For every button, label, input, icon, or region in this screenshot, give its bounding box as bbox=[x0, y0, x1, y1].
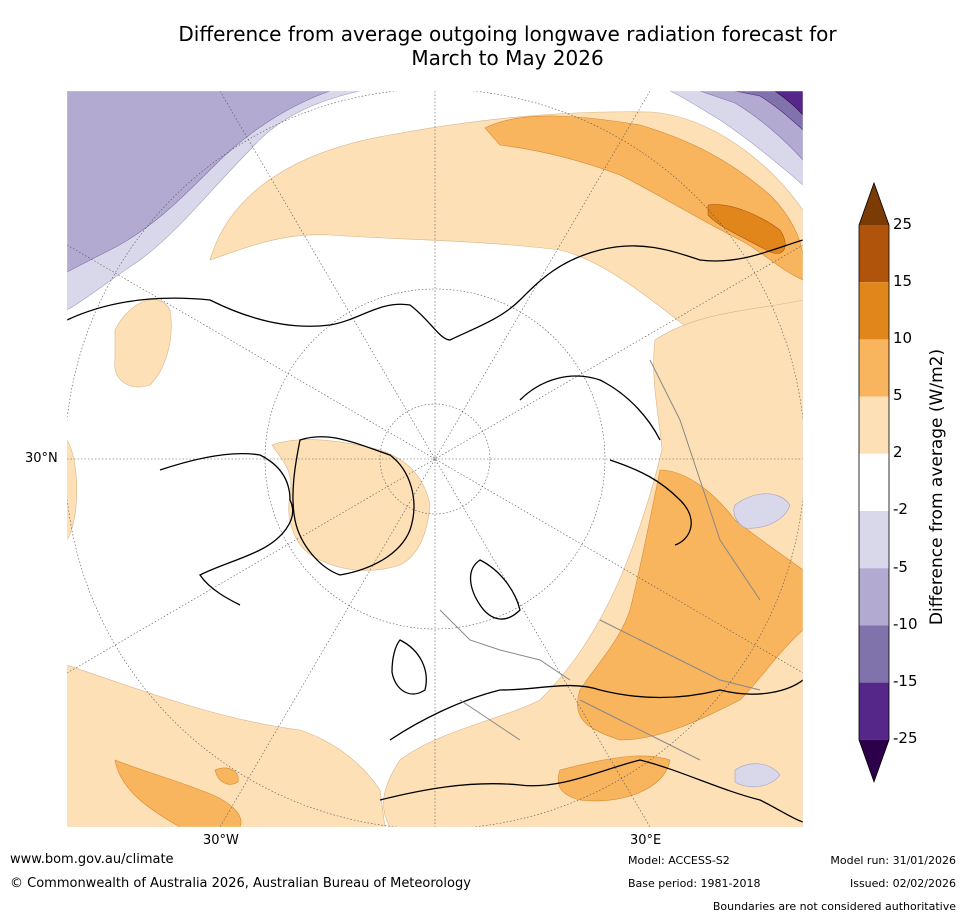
anomaly-band-5-10-north bbox=[484, 115, 803, 281]
colorbar-tick-5: 5 bbox=[893, 386, 903, 404]
anomaly-band-5-10-mideast bbox=[557, 755, 671, 802]
title-line-1: Difference from average outgoing longwav… bbox=[178, 22, 837, 46]
colorbar-segment-m15_m10 bbox=[859, 625, 889, 683]
footer-model: Model: ACCESS-S2 bbox=[628, 854, 730, 867]
longitude-label-30e: 30°E bbox=[630, 833, 662, 848]
colorbar-segment-m10_m5 bbox=[859, 568, 889, 626]
latitude-label-30n: 30°N bbox=[25, 451, 58, 466]
colorbar-title: Difference from average (W/m2) bbox=[927, 348, 947, 626]
longitude-label-30w: 30°W bbox=[203, 833, 239, 848]
footer-model-run: Model run: 31/01/2026 bbox=[830, 854, 956, 867]
colorbar-segment-m25_m15 bbox=[859, 682, 889, 740]
coastlines bbox=[67, 239, 803, 823]
colorbar-tick-neg2: -2 bbox=[893, 500, 908, 518]
chart-title: Difference from average outgoing longwav… bbox=[100, 22, 915, 70]
anomaly-band-neg-15-25-ne bbox=[774, 91, 803, 116]
colorbar-outline bbox=[858, 181, 890, 783]
title-line-2: March to May 2026 bbox=[411, 46, 604, 70]
colorbar-segment-m5_m2 bbox=[859, 511, 889, 569]
colorbar-segment-2_5 bbox=[859, 396, 889, 454]
colorbar-tick-neg10: -10 bbox=[893, 615, 918, 633]
graticule bbox=[67, 91, 803, 827]
map-area bbox=[67, 91, 803, 827]
anomaly-band-neg-5-10-nw bbox=[67, 91, 331, 273]
anomaly-band-5-10-atlantic bbox=[114, 759, 242, 827]
anomaly-band-10-15 bbox=[707, 204, 786, 254]
footer-website: www.bom.gov.au/climate bbox=[10, 852, 174, 867]
colorbar-segment-5_10 bbox=[859, 339, 889, 397]
footer-copyright: © Commonwealth of Australia 2026, Austra… bbox=[10, 876, 471, 891]
colorbar-segment-neutral bbox=[859, 453, 889, 511]
colorbar-tick-25: 25 bbox=[893, 215, 913, 233]
footer-issued: Issued: 02/02/2026 bbox=[849, 877, 956, 890]
anomaly-band-2-5-west bbox=[67, 439, 77, 541]
colorbar-tick-neg25: -25 bbox=[893, 729, 918, 747]
country-borders bbox=[439, 359, 761, 761]
colorbar bbox=[858, 181, 890, 783]
colorbar-tick-neg15: -15 bbox=[893, 672, 918, 690]
anomaly-band-2-5-greenland bbox=[271, 439, 431, 571]
colorbar-extend-max bbox=[859, 183, 889, 225]
anomaly-band-neg-2-5-se bbox=[734, 763, 781, 788]
footer-base-period: Base period: 1981-2018 bbox=[628, 877, 761, 890]
colorbar-tick-15: 15 bbox=[893, 272, 913, 290]
anomaly-band-5-10-east bbox=[577, 469, 803, 741]
colorbar-segment-15_25 bbox=[859, 225, 889, 283]
anomaly-band-neg-2-5-arabia bbox=[733, 493, 791, 529]
colorbar-extend-min bbox=[859, 739, 889, 782]
anomaly-band-2-5-pacific bbox=[114, 299, 172, 388]
colorbar-tick-10: 10 bbox=[893, 329, 913, 347]
map-frame bbox=[66, 90, 804, 828]
colorbar-tick-2: 2 bbox=[893, 443, 903, 461]
colorbar-tick-neg5: -5 bbox=[893, 558, 908, 576]
colorbar-segment-10_15 bbox=[859, 282, 889, 340]
footer-disclaimer: Boundaries are not considered authoritat… bbox=[712, 900, 956, 913]
anomaly-band-5-10-atlantic-b bbox=[214, 767, 239, 785]
